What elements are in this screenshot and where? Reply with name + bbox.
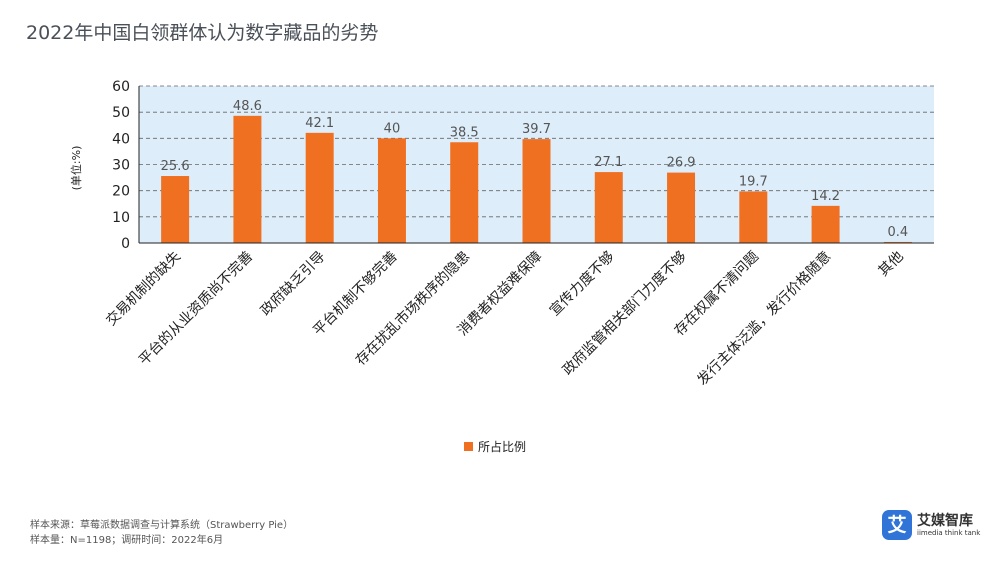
logo-name: 艾媒智库	[917, 512, 973, 529]
y-axis-label: (单位:%)	[69, 146, 83, 191]
y-tick-label: 20	[112, 184, 130, 200]
data-label: 48.6	[233, 99, 262, 114]
data-label: 26.9	[667, 156, 696, 171]
x-tick-label: 交易机制的缺失	[103, 248, 184, 329]
bar	[594, 172, 623, 243]
data-label: 19.7	[739, 174, 768, 189]
data-label: 40	[384, 121, 401, 136]
page-title: 2022年中国白领群体认为数字藏品的劣势	[26, 22, 379, 44]
y-tick-label: 60	[112, 79, 130, 95]
bar	[522, 139, 551, 243]
bar	[667, 172, 696, 243]
sample-note: 样本量：N=1198；调研时间：2022年6月	[30, 535, 224, 546]
data-labels: 25.6 48.6 42.1 40 38.5 39.7 27.1 26.9 19.7 14.2 0.…	[161, 99, 909, 240]
bar	[739, 191, 768, 243]
logo-tagline: iimedia think tank	[917, 528, 981, 537]
bar	[305, 132, 334, 243]
bars	[161, 115, 912, 243]
y-tick-labels: 0 10 20 30 40 50 60	[112, 79, 130, 252]
bar	[450, 142, 479, 243]
logo-icon: 艾	[882, 510, 912, 540]
x-tick-label: 其他	[876, 249, 907, 280]
x-tick-label: 发行主体泛滥，发行价格随意	[694, 248, 835, 389]
legend: 所占比例	[464, 439, 526, 454]
data-label: 0.4	[888, 225, 909, 240]
legend-swatch	[464, 442, 473, 451]
x-tick-label: 政府缺乏引导	[258, 249, 329, 320]
x-tick-label: 政府监管相关部门力度不够	[560, 249, 690, 379]
y-tick-label: 30	[112, 158, 130, 174]
bar	[883, 241, 912, 243]
bar	[233, 115, 262, 243]
legend-label: 所占比例	[478, 439, 526, 454]
data-label: 27.1	[594, 155, 623, 170]
data-label: 14.2	[811, 189, 840, 204]
bar	[161, 176, 190, 243]
data-label: 39.7	[522, 122, 551, 137]
logo-text: 艾媒智库 iimedia think tank	[917, 513, 980, 538]
y-tick-label: 50	[112, 105, 130, 121]
y-tick-label: 0	[121, 236, 130, 252]
bar	[377, 138, 406, 243]
data-label: 42.1	[305, 116, 334, 131]
y-tick-label: 40	[112, 131, 130, 147]
y-tick-label: 10	[112, 210, 130, 226]
x-tick-label: 宣传力度不够	[547, 249, 618, 320]
data-label: 25.6	[161, 159, 190, 174]
bar	[811, 205, 840, 243]
data-label: 38.5	[450, 125, 479, 140]
axes	[138, 86, 934, 244]
source-note: 样本来源：草莓派数据调查与计算系统（Strawberry Pie）	[30, 520, 294, 531]
x-tick-label: 存在扰乱市场秩序的隐患	[352, 248, 473, 369]
brand-logo: 艾 艾媒智库 iimedia think tank	[882, 510, 980, 540]
